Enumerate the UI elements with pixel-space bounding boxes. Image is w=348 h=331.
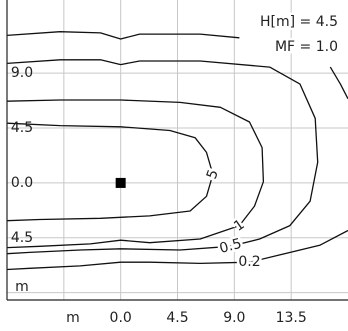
- contour-line: [7, 122, 214, 222]
- x-tick-label: 0.0: [110, 310, 132, 326]
- contour-label: 5: [204, 167, 222, 181]
- contour-line: [7, 31, 348, 271]
- y-tick-label: 0.0: [11, 175, 33, 191]
- source-marker: [115, 177, 126, 188]
- contour-label: 1: [231, 216, 247, 234]
- y-tick-label: 9.0: [11, 65, 33, 81]
- annotation: H[m] = 4.5: [260, 14, 338, 30]
- x-tick-label: 13.5: [276, 310, 307, 326]
- annotation: MF = 1.0: [275, 39, 338, 55]
- contour-label: 0.2: [238, 254, 260, 270]
- x-tick-label: 9.0: [223, 310, 245, 326]
- contours: [7, 31, 348, 271]
- contour-line: [7, 59, 319, 255]
- x-tick-label: 4.5: [166, 310, 188, 326]
- grid: [7, 0, 348, 300]
- y-axis-label: m: [15, 279, 29, 295]
- y-tick-label: 4.5: [11, 120, 33, 136]
- y-tick-label: 4.5: [11, 230, 33, 246]
- x-axis-label: m: [66, 310, 80, 326]
- labels: 0.0 4.5 9.0 13.59.04.50.04.50.20.515: [11, 65, 307, 326]
- contour-line: [7, 99, 265, 249]
